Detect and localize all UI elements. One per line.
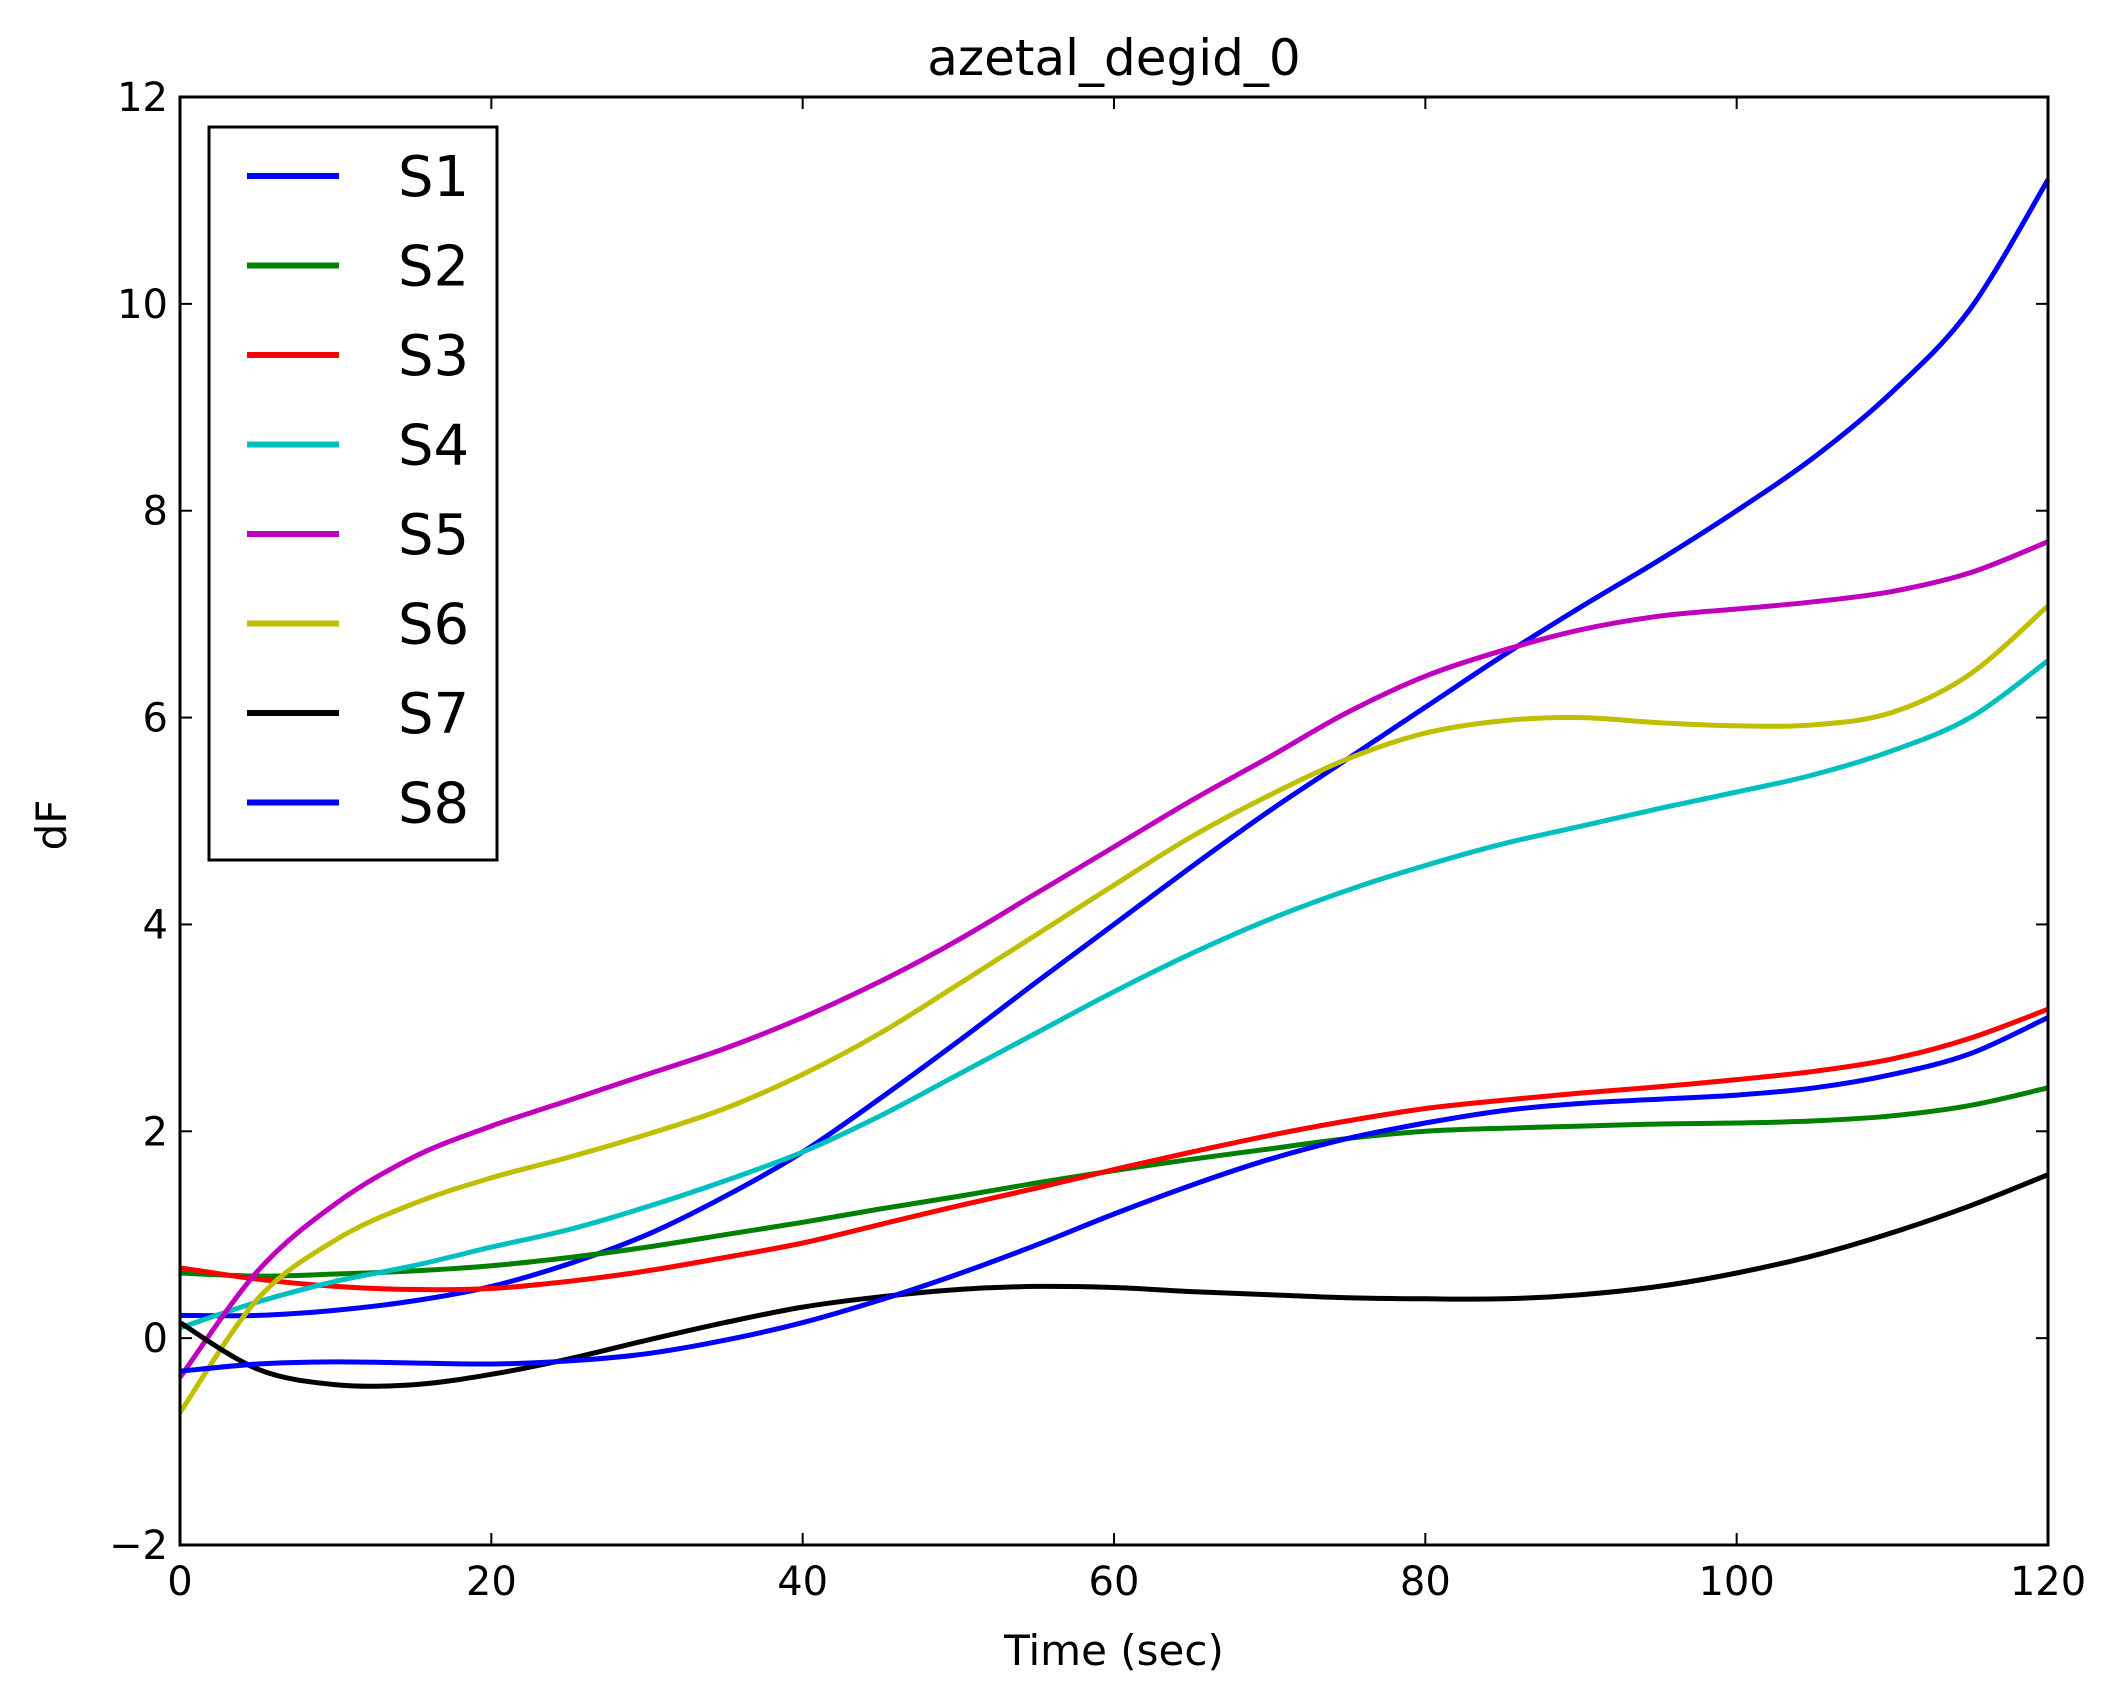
- y-axis-label: dF: [27, 800, 76, 851]
- series-line-s8: [179, 1015, 2050, 1374]
- series-line-s7: [178, 1172, 2049, 1389]
- legend-label: S6: [398, 593, 469, 658]
- plot-area: [177, 95, 2051, 1547]
- y-tick-label: 8: [143, 489, 168, 535]
- x-tick-label: 80: [1400, 1559, 1451, 1605]
- chart-title: azetal_degid_0: [927, 29, 1300, 87]
- series-group: [177, 178, 2051, 1415]
- x-tick-label: 100: [1698, 1559, 1774, 1605]
- y-tick-label: 6: [143, 696, 168, 742]
- legend: S1 S2 S3 S4 S5 S6 S7 S8: [207, 125, 499, 862]
- legend-label: S1: [398, 145, 469, 210]
- legend-label: S7: [398, 682, 469, 747]
- x-tick-label: 40: [777, 1559, 828, 1605]
- x-tick-label: 60: [1089, 1559, 1140, 1605]
- y-tick-label: 0: [143, 1316, 168, 1362]
- legend-box: [207, 125, 499, 862]
- series-line-s3: [179, 1006, 2049, 1293]
- y-tick-label: 10: [117, 282, 168, 328]
- legend-label: S3: [398, 324, 469, 389]
- x-tick-label: 120: [2010, 1559, 2086, 1605]
- series-line-s5: [177, 539, 2049, 1379]
- legend-label: S4: [398, 414, 469, 479]
- series-line-s1: [179, 178, 2051, 1319]
- x-tick-label: 0: [167, 1559, 192, 1605]
- x-axis-label: Time (sec): [1003, 1626, 1224, 1675]
- legend-label: S5: [398, 503, 469, 568]
- series-line-s4: [179, 658, 2050, 1331]
- x-tick-label: 20: [466, 1559, 517, 1605]
- legend-label: S8: [398, 772, 469, 837]
- legend-label: S2: [398, 235, 469, 300]
- y-tick-label: 12: [117, 75, 168, 121]
- y-tick-label: −2: [109, 1523, 168, 1569]
- y-tick-label: 2: [143, 1109, 168, 1155]
- series-line-s6: [177, 604, 2050, 1415]
- y-tick-label: 4: [143, 902, 168, 948]
